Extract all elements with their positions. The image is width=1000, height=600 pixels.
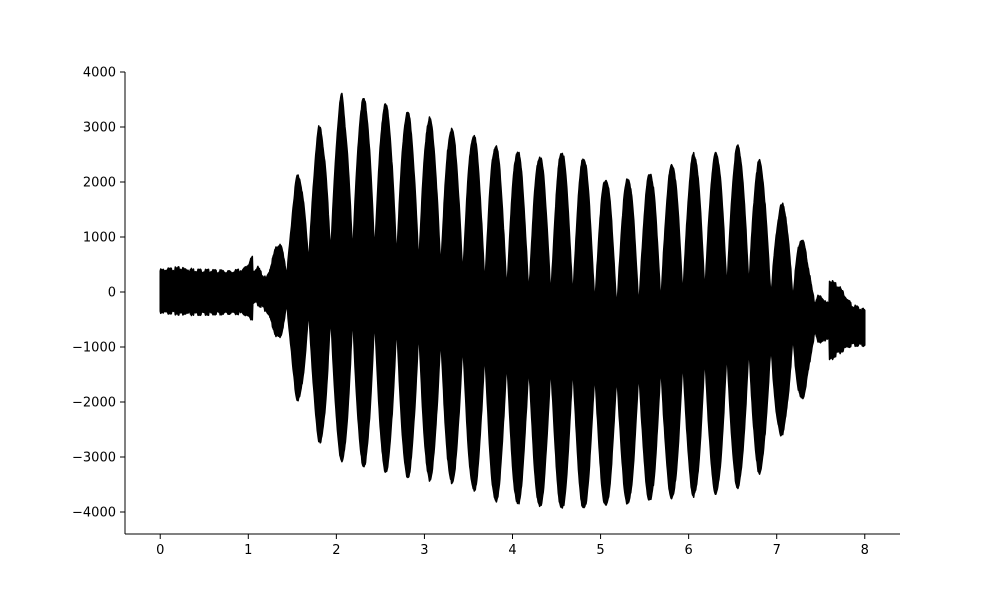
x-tick-label: 6 xyxy=(684,543,692,558)
x-tick-label: 8 xyxy=(861,543,869,558)
plot-area xyxy=(159,92,866,509)
y-tick-label: −4000 xyxy=(72,506,116,521)
y-tick-label: 0 xyxy=(108,286,116,301)
y-axis-ticks: 4000 3000 2000 1000 0 −1000 −2000 −3000 −4000 xyxy=(72,66,125,521)
x-tick-label: 4 xyxy=(508,543,516,558)
y-tick-label: 1000 xyxy=(83,231,116,246)
x-tick-label: 3 xyxy=(420,543,428,558)
x-tick-label: 0 xyxy=(156,543,164,558)
y-tick-label: 4000 xyxy=(83,66,116,81)
y-tick-label: −2000 xyxy=(72,396,116,411)
y-tick-label: 3000 xyxy=(83,121,116,136)
y-tick-label: 2000 xyxy=(83,176,116,191)
y-tick-label: −1000 xyxy=(72,341,116,356)
x-axis-ticks: 0 1 2 3 4 5 6 7 8 xyxy=(156,534,869,558)
x-tick-label: 5 xyxy=(596,543,604,558)
y-tick-label: −3000 xyxy=(72,451,116,466)
signal-waveform xyxy=(159,92,866,509)
x-tick-label: 7 xyxy=(773,543,781,558)
x-tick-label: 2 xyxy=(332,543,340,558)
x-tick-label: 1 xyxy=(244,543,252,558)
